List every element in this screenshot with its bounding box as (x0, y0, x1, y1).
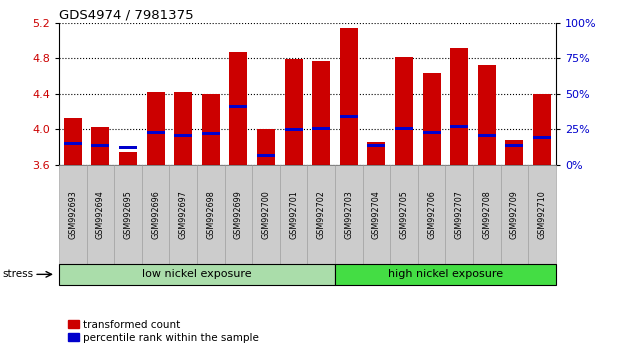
Bar (533, 136, 551, 138)
Bar (119, 152, 137, 165)
Bar (423, 73, 440, 165)
Text: GSM992705: GSM992705 (399, 190, 409, 239)
Bar (478, 134, 496, 137)
Bar (229, 52, 247, 165)
Text: GSM992696: GSM992696 (151, 190, 160, 239)
Bar (202, 94, 220, 165)
Bar (395, 127, 413, 130)
Text: low nickel exposure: low nickel exposure (142, 269, 252, 279)
Text: GSM992703: GSM992703 (344, 190, 353, 239)
Text: GSM992693: GSM992693 (68, 190, 77, 239)
Bar (533, 94, 551, 165)
Text: GSM992694: GSM992694 (96, 190, 105, 239)
Bar (64, 142, 82, 145)
Text: GSM992698: GSM992698 (206, 190, 215, 239)
Bar (505, 144, 524, 147)
Bar (257, 154, 275, 157)
Text: GSM992701: GSM992701 (289, 190, 298, 239)
Bar (257, 129, 275, 165)
Bar (478, 64, 496, 165)
Bar (147, 92, 165, 165)
Bar (368, 142, 386, 165)
Text: GSM992699: GSM992699 (234, 190, 243, 239)
Legend: transformed count, percentile rank within the sample: transformed count, percentile rank withi… (64, 315, 263, 347)
Bar (312, 61, 330, 165)
Bar (340, 115, 358, 118)
Bar (175, 92, 192, 165)
Text: GDS4974 / 7981375: GDS4974 / 7981375 (59, 9, 194, 22)
Text: GSM992704: GSM992704 (372, 190, 381, 239)
Bar (450, 125, 468, 128)
Bar (312, 127, 330, 130)
Text: high nickel exposure: high nickel exposure (388, 269, 503, 279)
Bar (505, 140, 524, 165)
Text: GSM992702: GSM992702 (317, 190, 325, 239)
Bar (368, 144, 386, 147)
Bar (202, 132, 220, 135)
Text: GSM992710: GSM992710 (538, 190, 546, 239)
Text: GSM992700: GSM992700 (261, 190, 271, 239)
Bar (284, 59, 302, 165)
Text: GSM992697: GSM992697 (179, 190, 188, 239)
Bar (147, 131, 165, 134)
Bar (119, 146, 137, 149)
Text: GSM992707: GSM992707 (455, 190, 464, 239)
Bar (450, 48, 468, 165)
Bar (395, 57, 413, 165)
Text: stress: stress (2, 269, 34, 279)
Bar (91, 144, 109, 147)
Bar (284, 128, 302, 131)
Bar (340, 28, 358, 165)
Text: GSM992695: GSM992695 (124, 190, 132, 239)
Bar (64, 118, 82, 165)
Bar (423, 131, 440, 134)
Bar (175, 134, 192, 137)
Text: GSM992706: GSM992706 (427, 190, 436, 239)
Bar (229, 105, 247, 108)
Text: GSM992708: GSM992708 (483, 190, 491, 239)
Text: GSM992709: GSM992709 (510, 190, 519, 239)
Bar (91, 127, 109, 165)
